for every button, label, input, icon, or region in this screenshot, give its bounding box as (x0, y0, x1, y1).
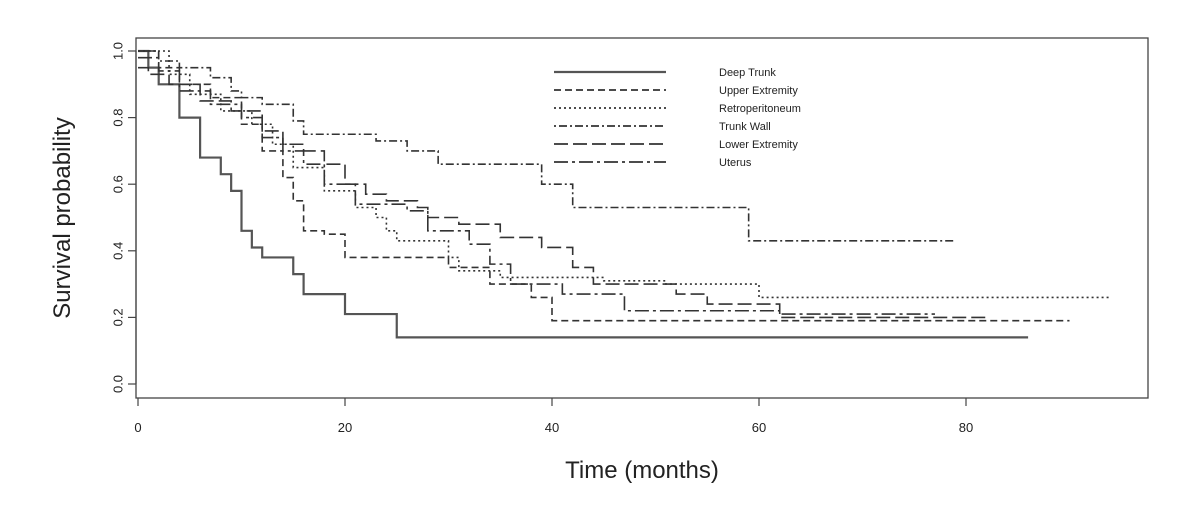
legend-label: Deep Trunk (719, 67, 776, 79)
y-tick-label: 0.0 (111, 375, 126, 393)
x-tick-label: 0 (134, 420, 141, 435)
series-line-lower-extremity (138, 66, 987, 319)
y-tick-label: 0.8 (111, 109, 126, 127)
series-line-uterus (138, 56, 935, 315)
legend-label: Uterus (719, 157, 752, 169)
series-line-upper-extremity (138, 50, 1070, 322)
x-axis: 0 20 40 60 80 (134, 398, 973, 435)
legend-label: Retroperitoneum (719, 103, 801, 115)
series-line-retroperitoneum (138, 50, 1111, 299)
y-axis-title: Survival probability (49, 117, 76, 318)
x-tick-label: 40 (545, 420, 559, 435)
legend-label: Upper Extremity (719, 85, 798, 97)
plot-frame (135, 37, 1149, 399)
y-tick-label: 0.6 (111, 175, 126, 193)
x-axis-title: Time (months) (565, 457, 719, 484)
x-tick-label: 20 (338, 420, 352, 435)
y-tick-label: 0.4 (111, 242, 126, 260)
legend-label: Lower Extremity (719, 139, 798, 151)
legend-label: Trunk Wall (719, 121, 771, 133)
series-line-trunk-wall (138, 50, 956, 242)
x-tick-label: 60 (752, 420, 766, 435)
series-lines (138, 49, 1111, 339)
y-tick-label: 0.2 (111, 308, 126, 326)
x-tick-label: 80 (959, 420, 973, 435)
y-axis: 0.0 0.2 0.4 0.6 0.8 1.0 (111, 42, 137, 393)
y-tick-label: 1.0 (111, 42, 126, 60)
legend: Deep Trunk Upper Extremity Retroperitoneum… (554, 67, 801, 169)
